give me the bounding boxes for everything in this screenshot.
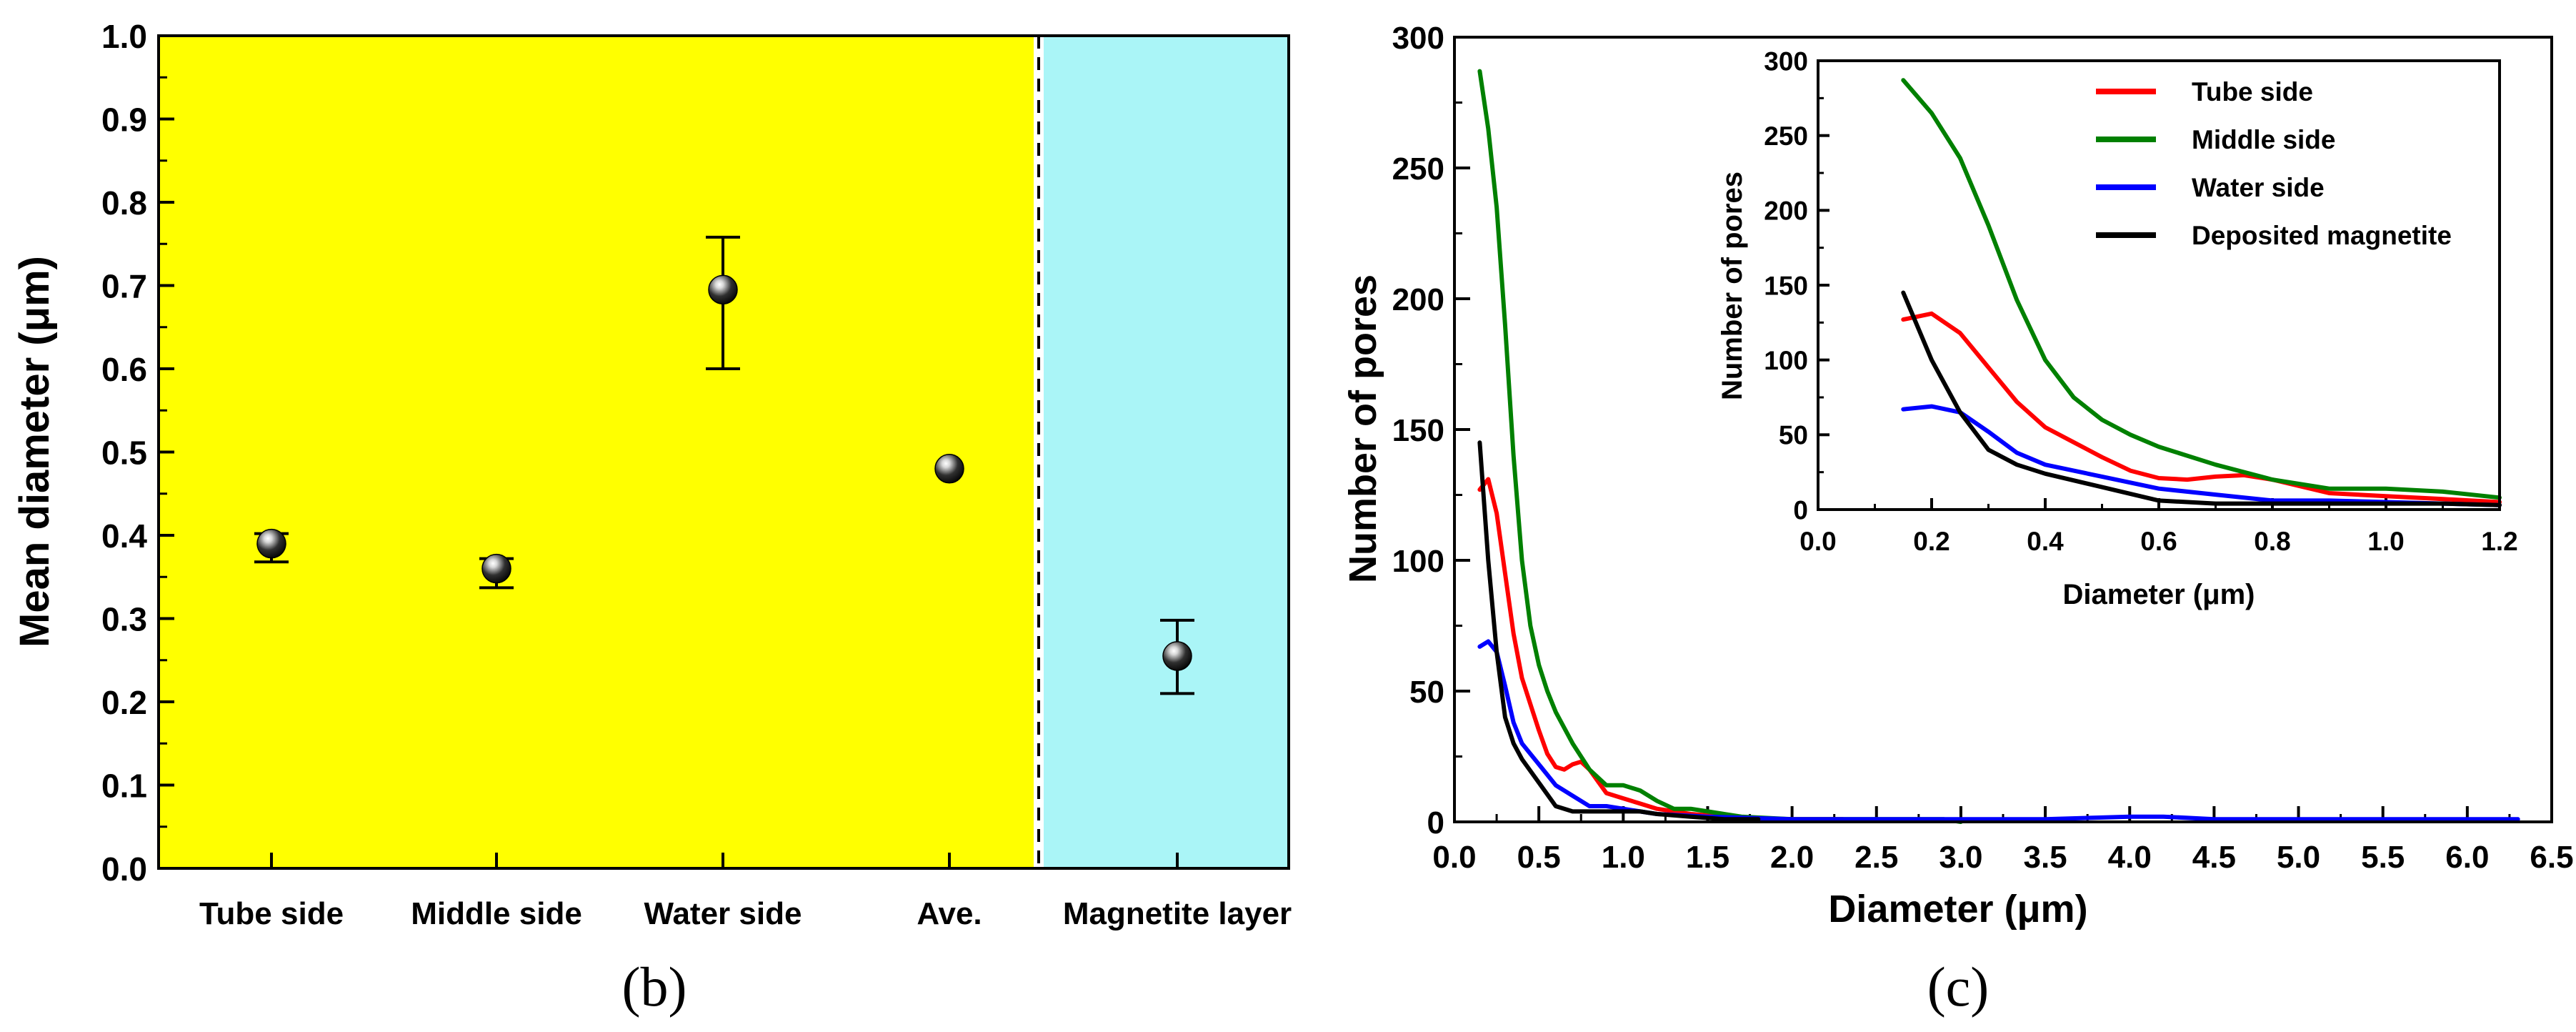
c-y-tick-label: 150 (1392, 413, 1444, 448)
c-x-axis-label: Diameter (μm) (1828, 888, 2087, 931)
c-x-tick-label: 4.5 (2192, 840, 2236, 875)
b-x-tick-label: Ave. (917, 896, 982, 931)
c-y-tick-label: 100 (1392, 544, 1444, 579)
legend-label: Middle side (2192, 125, 2335, 154)
b-y-tick-label: 0.0 (101, 850, 147, 888)
c-x-tick-label: 3.5 (2023, 840, 2067, 875)
b-x-tick-label: Magnetite layer (1063, 896, 1292, 931)
c-x-ticks: 0.0 0.5 1.0 1.5 2.0 2.5 3.0 3.5 4.0 4.5 5.0 5.5 6.0 6… (1432, 806, 2574, 875)
b-y-tick-label: 0.8 (101, 184, 147, 222)
c-x-tick-label: 2.5 (1854, 840, 1898, 875)
ci-series-lines (1901, 78, 2502, 507)
b-tube-region (159, 36, 1034, 868)
c-x-tick-label: 4.0 (2108, 840, 2152, 875)
c-y-ticks: 0 50 100 150 200 250 300 (1392, 21, 1470, 840)
c-y-tick-label: 0 (1427, 805, 1444, 840)
c-x-tick-label: 0.5 (1517, 840, 1561, 875)
ci-x-axis-label: Diameter (μm) (2063, 579, 2255, 610)
c-x-tick-label: 5.5 (2361, 840, 2405, 875)
b-data-point (256, 528, 286, 559)
b-data-points (254, 235, 1194, 695)
legend: Tube side Middle side Water side Deposited … (2096, 77, 2452, 250)
ci-y-tick-label: 300 (1764, 46, 1808, 76)
b-data-point (708, 274, 738, 305)
legend-label: Water side (2192, 173, 2325, 202)
c-series-line (1477, 440, 1761, 822)
c-x-tick-label: 2.0 (1770, 840, 1814, 875)
c-x-tick-label: 5.0 (2277, 840, 2320, 875)
ci-plot-frame (1817, 59, 2501, 511)
b-y-tick-label: 0.2 (101, 684, 147, 721)
legend-label: Deposited magnetite (2192, 221, 2452, 250)
ci-y-tick-label: 250 (1764, 121, 1808, 151)
b-y-tick-label: 0.5 (101, 435, 147, 472)
b-x-tick-label: Tube side (199, 896, 344, 931)
panel-c-chart: 0 50 100 150 200 250 300 0.0 0.5 1.0 1.5 2.0 2.5 3.0… (1342, 21, 2574, 1018)
ci-y-tick-label: 150 (1764, 271, 1808, 300)
c-series-lines (1477, 69, 2520, 824)
b-x-tick-label: Middle side (411, 896, 582, 931)
c-x-tick-label: 1.0 (1602, 840, 1645, 875)
b-y-axis-label: Mean diameter (μm) (11, 256, 58, 648)
b-y-tick-label: 1.0 (101, 18, 147, 55)
c-y-tick-label: 250 (1392, 152, 1444, 187)
c-x-tick-label: 6.5 (2530, 840, 2573, 875)
b-y-tick-label: 0.9 (101, 101, 147, 139)
b-y-tick-label: 0.1 (101, 768, 147, 805)
ci-x-tick-label: 0.8 (2254, 527, 2290, 556)
ci-x-tick-label: 1.0 (2367, 527, 2404, 556)
ci-series-line (1901, 78, 2502, 500)
c-y-tick-label: 300 (1392, 21, 1444, 56)
ci-x-tick-label: 1.2 (2481, 527, 2517, 556)
ci-x-tick-label: 0.4 (2027, 527, 2064, 556)
ci-y-ticks: 0 50 100 150 200 250 300 (1764, 46, 1829, 525)
ci-x-ticks: 0.0 0.2 0.4 0.6 0.8 1.0 1.2 (1799, 498, 2518, 556)
ci-y-tick-label: 0 (1793, 495, 1808, 525)
ci-y-tick-label: 100 (1764, 346, 1808, 375)
c-y-tick-label: 200 (1392, 282, 1444, 317)
ci-x-tick-label: 0.0 (1799, 527, 1836, 556)
b-plot-frame (157, 34, 1290, 870)
b-y-tick-label: 0.4 (101, 517, 147, 555)
panel-b-chart: 0.0 0.1 0.2 0.3 0.4 0.5 0.6 0.7 0.8 0.9 1.0 Tube s… (11, 18, 1292, 1018)
b-data-point (934, 454, 964, 484)
b-data-point (1162, 641, 1192, 671)
c-y-tick-label: 50 (1409, 675, 1444, 710)
c-y-axis-label: Number of pores (1342, 274, 1384, 583)
ci-series-line (1901, 311, 2502, 505)
c-x-tick-label: 6.0 (2445, 840, 2489, 875)
ci-x-tick-label: 0.2 (1913, 527, 1950, 556)
c-plot-frame (1453, 36, 2553, 823)
ci-y-axis-label: Number of pores (1717, 172, 1748, 400)
c-x-tick-label: 1.5 (1686, 840, 1729, 875)
c-panel-label: (c) (1927, 956, 1990, 1018)
b-data-point (481, 553, 511, 584)
b-magnetite-region (1044, 36, 1289, 868)
ci-y-tick-label: 200 (1764, 197, 1808, 226)
b-y-tick-label: 0.3 (101, 601, 147, 638)
ci-x-tick-label: 0.6 (2140, 527, 2177, 556)
c-x-tick-label: 3.0 (1939, 840, 1982, 875)
b-y-ticks: 0.0 0.1 0.2 0.3 0.4 0.5 0.6 0.7 0.8 0.9 1.0 (101, 18, 174, 888)
legend-label: Tube side (2192, 77, 2313, 106)
ci-series-line (1901, 290, 2502, 507)
b-y-tick-label: 0.6 (101, 351, 147, 388)
c-x-tick-label: 0.0 (1432, 840, 1476, 875)
ci-y-tick-label: 50 (1779, 421, 1808, 450)
c-series-line (1477, 639, 2520, 822)
b-x-ticks: Tube side Middle side Water side Ave. Magnet… (199, 853, 1292, 931)
b-panel-label: (b) (622, 956, 687, 1018)
c-inset-chart: 0 50 100 150 200 250 300 0.0 0.2 0.4 0.6 0.8 1.0 1.2… (1717, 46, 2518, 610)
b-y-tick-label: 0.7 (101, 268, 147, 305)
b-x-tick-label: Water side (644, 896, 802, 931)
